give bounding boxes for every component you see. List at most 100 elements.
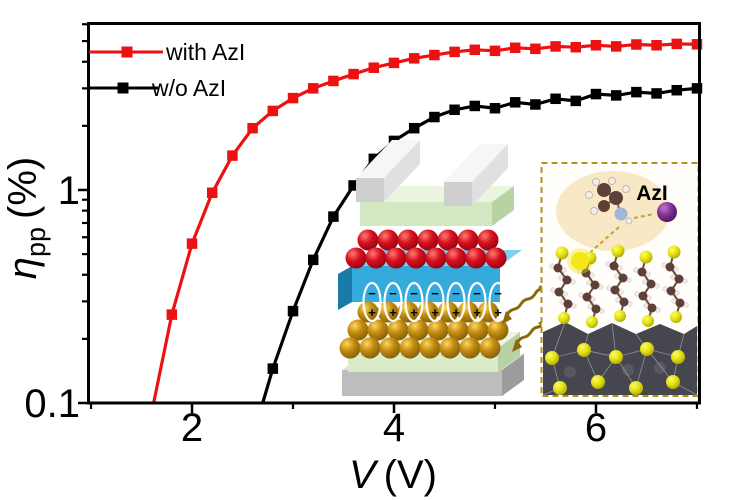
atom-sphere	[347, 319, 369, 341]
sulfur-atom-highlighted	[571, 252, 589, 270]
atom-sphere	[457, 229, 479, 251]
dipole-minus-symbol: −	[368, 286, 376, 301]
red-atoms-layer	[345, 229, 507, 269]
carbon-atom	[666, 286, 676, 296]
axis-ticks	[78, 23, 699, 413]
data-point-marker	[610, 90, 622, 101]
data-point-marker	[186, 238, 198, 249]
dipole-ellipse	[467, 281, 487, 323]
atom-sphere	[387, 319, 409, 341]
carbon-atom	[647, 303, 657, 313]
carbon-atom	[638, 291, 648, 301]
dipole-ellipse	[362, 281, 382, 323]
plot-frame	[87, 22, 701, 405]
atom-sphere	[417, 229, 439, 251]
data-point-marker	[328, 75, 339, 87]
x-axis-label: V (V)	[349, 453, 437, 497]
x-tick-label: 2	[181, 406, 203, 450]
dipole-ellipse	[446, 281, 466, 323]
atom-sphere	[477, 229, 499, 251]
sulfur-atom	[553, 381, 567, 395]
carbon-atom	[554, 287, 564, 297]
atom-sphere	[437, 229, 459, 251]
data-point-marker	[509, 97, 521, 108]
atom-sphere	[447, 319, 469, 341]
sulfur-atom	[609, 350, 623, 364]
dipole-plus-symbol: +	[452, 305, 460, 320]
atom-sphere	[377, 229, 399, 251]
data-point-marker	[368, 153, 380, 165]
atom-sphere	[379, 337, 401, 359]
atom-sphere	[397, 229, 419, 251]
legend-marker-wo-azi	[117, 82, 129, 94]
sulfur-atom	[558, 312, 570, 324]
atom-sphere	[439, 337, 461, 359]
subsurface-atom	[654, 362, 666, 374]
carbon-atom	[619, 297, 629, 307]
data-point-marker	[631, 86, 642, 98]
legend: with AzI w/o AzI	[89, 39, 245, 101]
sulfur-atom	[639, 250, 653, 264]
atom-sphere	[339, 337, 361, 359]
data-point-marker	[671, 38, 683, 50]
data-point-marker	[509, 42, 521, 54]
axis-tick-labels: 2 4 6 1 0.1	[24, 169, 607, 450]
legend-marker-with-azi	[121, 46, 133, 58]
carbon-atom	[675, 298, 685, 308]
data-point-marker	[287, 305, 299, 317]
nitrogen-atom	[614, 207, 628, 221]
data-point-marker	[590, 88, 602, 100]
dipole-ellipse	[404, 281, 424, 323]
data-point-marker	[247, 122, 258, 134]
atom-sphere	[487, 319, 509, 341]
data-point-marker	[610, 41, 622, 52]
y-tick-label: 1	[58, 169, 80, 213]
atom-sphere	[357, 229, 379, 251]
data-point-marker	[691, 39, 703, 50]
atom-sphere	[399, 337, 421, 359]
data-point-marker	[570, 95, 582, 107]
hydrogen-bond-dashes	[633, 213, 655, 219]
sulfur-atom	[577, 343, 591, 357]
data-point-marker	[449, 104, 460, 116]
atom-sphere	[367, 319, 389, 341]
dipole-minus-symbol: −	[473, 286, 481, 301]
atom-sphere	[365, 247, 387, 269]
gold-atoms-layer	[339, 301, 509, 359]
data-point-marker	[489, 45, 501, 57]
carbon-atom	[598, 200, 610, 212]
data-point-marker	[368, 62, 380, 73]
carbon-atom	[591, 304, 601, 314]
atom-sphere	[485, 247, 507, 269]
data-point-marker	[530, 99, 541, 110]
dipole-ellipse	[383, 281, 403, 323]
atom-sphere	[445, 247, 467, 269]
electrode-bar-left	[356, 140, 420, 202]
data-point-marker	[631, 39, 642, 50]
x-tick-label: 4	[383, 406, 405, 450]
carbon-atom	[562, 275, 572, 285]
dipole-plus-symbol: +	[368, 305, 376, 320]
legend-label-wo-azi: w/o AzI	[151, 75, 226, 101]
iodide-ion	[657, 202, 677, 222]
data-point-marker	[550, 41, 561, 52]
data-point-marker	[408, 122, 420, 134]
carbon-atom	[553, 263, 563, 273]
atom-sphere	[407, 319, 429, 341]
carbon-atom	[646, 279, 656, 289]
y-axis-label: ηpp(%)	[1, 157, 51, 279]
hydrogen-atom	[585, 191, 593, 199]
sulfur-atom	[591, 375, 605, 389]
dipole-minus-symbol: −	[410, 286, 418, 301]
data-point-marker	[408, 53, 420, 64]
sam-monolayer	[549, 244, 689, 328]
data-point-marker	[429, 111, 440, 123]
atom-sphere	[359, 337, 381, 359]
dipole-plus-symbol: +	[473, 305, 481, 320]
carbon-atom	[590, 280, 600, 290]
data-point-marker	[267, 105, 279, 117]
carbon-atom	[665, 262, 675, 272]
sulfur-atom	[667, 245, 681, 259]
carbon-atom	[637, 267, 647, 277]
